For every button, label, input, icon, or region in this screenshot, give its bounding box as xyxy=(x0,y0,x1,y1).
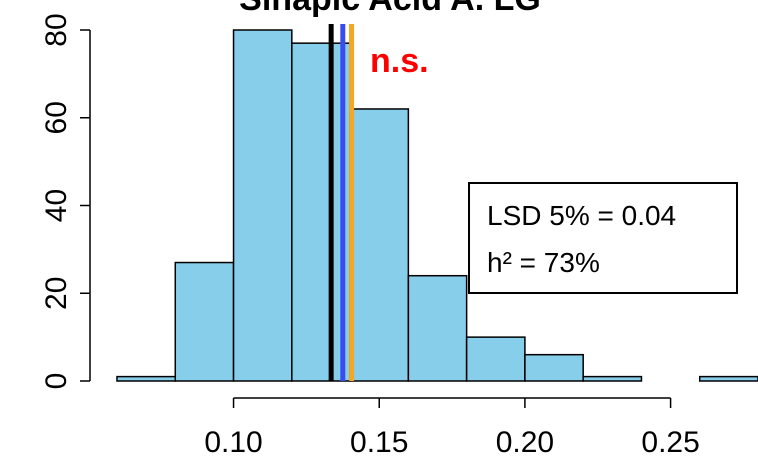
significance-label: n.s. xyxy=(370,42,429,80)
y-tick-label: 20 xyxy=(40,277,73,310)
y-tick-label: 40 xyxy=(40,189,73,222)
histogram-bar xyxy=(582,375,643,382)
stats-box-line-lsd: LSD 5% = 0.04 xyxy=(487,200,676,231)
reference-lines xyxy=(328,24,355,381)
stats-box: LSD 5% = 0.04 h² = 73% xyxy=(468,182,738,294)
histogram-bar xyxy=(407,274,468,382)
stats-box-frame xyxy=(468,182,738,294)
y-tick-label: 60 xyxy=(40,101,73,134)
histogram-bar xyxy=(349,108,410,382)
chart-title: Sinapic Acid A. LG xyxy=(239,0,541,18)
x-tick-label: 0.20 xyxy=(496,426,554,459)
x-axis: 0.10 0.15 0.20 0.25 xyxy=(204,397,700,459)
y-tick-label: 0 xyxy=(40,373,73,390)
histogram-bar xyxy=(174,261,235,382)
histogram-bar xyxy=(524,353,584,382)
x-tick-label: 0.10 xyxy=(204,426,262,459)
y-axis: 0 20 40 60 80 xyxy=(40,13,91,390)
y-tick-label: 80 xyxy=(40,13,73,46)
x-tick-label: 0.25 xyxy=(641,426,699,459)
stats-box-line-h2: h² = 73% xyxy=(487,247,600,278)
x-tick-label: 0.15 xyxy=(350,426,408,459)
histogram-bar xyxy=(232,29,293,382)
histogram-bar xyxy=(698,375,758,382)
histogram-bar xyxy=(116,375,177,382)
histogram-bar xyxy=(465,336,526,382)
